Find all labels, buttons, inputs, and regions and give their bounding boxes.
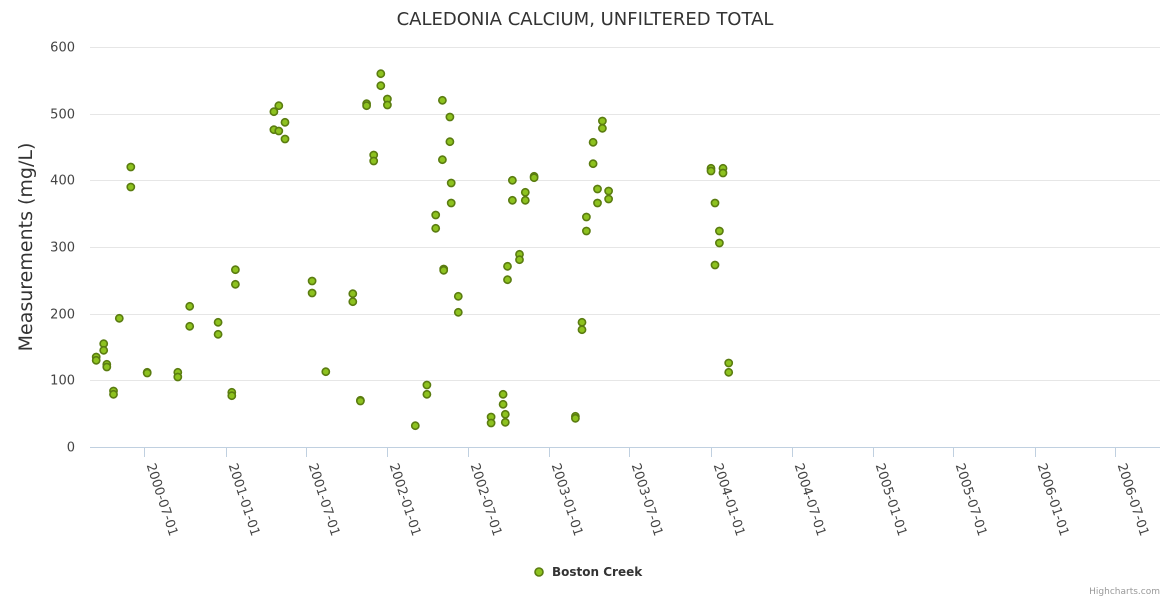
data-point[interactable] [498, 389, 508, 399]
data-point[interactable] [715, 238, 724, 248]
data-point[interactable] [173, 372, 183, 382]
data-point[interactable] [437, 95, 447, 105]
data-point[interactable] [230, 279, 240, 289]
data-point[interactable] [500, 409, 510, 419]
legend-label-boston-creek[interactable]: Boston Creek [552, 565, 643, 579]
data-point[interactable] [710, 198, 720, 208]
data-point[interactable] [724, 367, 734, 377]
data-point[interactable] [109, 389, 118, 399]
data-point[interactable] [503, 261, 512, 271]
data-point[interactable] [500, 417, 510, 427]
data-point[interactable] [307, 288, 317, 298]
data-point[interactable] [348, 289, 358, 299]
data-point[interactable] [410, 421, 420, 431]
y-tick-label: 200 [50, 308, 75, 323]
data-point[interactable] [445, 137, 455, 147]
data-point[interactable] [280, 117, 290, 127]
data-point[interactable] [520, 187, 530, 197]
data-point[interactable] [503, 275, 512, 285]
data-point[interactable] [91, 355, 101, 365]
data-point[interactable] [355, 396, 365, 406]
data-point[interactable] [453, 307, 463, 317]
y-axis-ticks: 0 100 200 300 400 500 600 [50, 41, 75, 456]
data-point[interactable] [114, 313, 124, 323]
grid-lines [90, 47, 1160, 381]
data-point[interactable] [604, 194, 613, 204]
data-point[interactable] [422, 380, 432, 390]
data-point[interactable] [422, 389, 432, 399]
data-point[interactable] [439, 265, 449, 275]
data-point[interactable] [445, 112, 455, 122]
data-point[interactable] [274, 126, 284, 136]
data-point[interactable] [269, 107, 279, 117]
data-point[interactable] [213, 329, 223, 339]
data-point[interactable] [577, 325, 587, 335]
data-point[interactable] [321, 367, 331, 377]
data-point[interactable] [102, 362, 112, 372]
credits[interactable]: Highcharts.com [1089, 587, 1160, 597]
data-point[interactable] [593, 198, 602, 208]
data-point[interactable] [185, 301, 195, 311]
data-point[interactable] [486, 418, 496, 428]
data-point[interactable] [498, 399, 508, 409]
data-point[interactable] [307, 276, 317, 286]
series-boston-creek [91, 69, 734, 431]
y-tick-label: 500 [50, 108, 75, 123]
data-point[interactable] [185, 321, 195, 331]
y-axis-title: Measurements (mg/L) [15, 143, 37, 352]
data-point[interactable] [348, 297, 358, 307]
legend[interactable]: Boston Creek [534, 565, 643, 579]
data-point[interactable] [604, 186, 613, 196]
data-point[interactable] [376, 69, 386, 79]
data-point[interactable] [230, 265, 240, 275]
y-tick-label: 600 [50, 41, 75, 56]
data-point[interactable] [577, 317, 587, 327]
data-point[interactable] [437, 155, 447, 165]
data-point[interactable] [718, 168, 728, 178]
data-point[interactable] [508, 195, 517, 205]
data-point[interactable] [142, 368, 152, 378]
data-point[interactable] [710, 260, 720, 270]
data-point[interactable] [724, 358, 734, 368]
data-point[interactable] [369, 156, 379, 166]
data-point[interactable] [706, 166, 716, 176]
data-point[interactable] [227, 391, 237, 401]
data-point[interactable] [598, 123, 607, 133]
data-point[interactable] [515, 255, 524, 265]
data-point[interactable] [99, 345, 109, 355]
data-point[interactable] [213, 317, 223, 327]
data-point[interactable] [446, 198, 456, 208]
data-point[interactable] [508, 175, 517, 185]
data-point[interactable] [715, 226, 724, 236]
data-point[interactable] [280, 134, 290, 144]
legend-marker [534, 567, 544, 577]
data-point[interactable] [382, 100, 392, 110]
data-point[interactable] [588, 137, 598, 147]
data-point[interactable] [126, 162, 136, 172]
data-point[interactable] [593, 184, 602, 194]
chart-title: CALEDONIA CALCIUM, UNFILTERED TOTAL [397, 9, 774, 30]
data-point[interactable] [588, 159, 598, 169]
data-point[interactable] [362, 101, 371, 111]
data-point[interactable] [598, 116, 607, 126]
y-tick-label: 400 [50, 174, 75, 189]
data-point[interactable] [126, 182, 136, 192]
data-point[interactable] [453, 291, 463, 301]
y-tick-label: 300 [50, 241, 75, 256]
data-point[interactable] [582, 212, 591, 222]
data-point[interactable] [431, 210, 441, 220]
data-point[interactable] [582, 226, 591, 236]
y-tick-label: 0 [67, 441, 75, 456]
data-point[interactable] [431, 223, 441, 233]
data-point[interactable] [446, 178, 456, 188]
data-point[interactable] [274, 101, 284, 111]
data-point[interactable] [529, 173, 539, 183]
data-point[interactable] [571, 413, 580, 423]
data-point[interactable] [520, 195, 530, 205]
y-tick-label: 100 [50, 374, 75, 389]
data-point[interactable] [376, 81, 386, 91]
